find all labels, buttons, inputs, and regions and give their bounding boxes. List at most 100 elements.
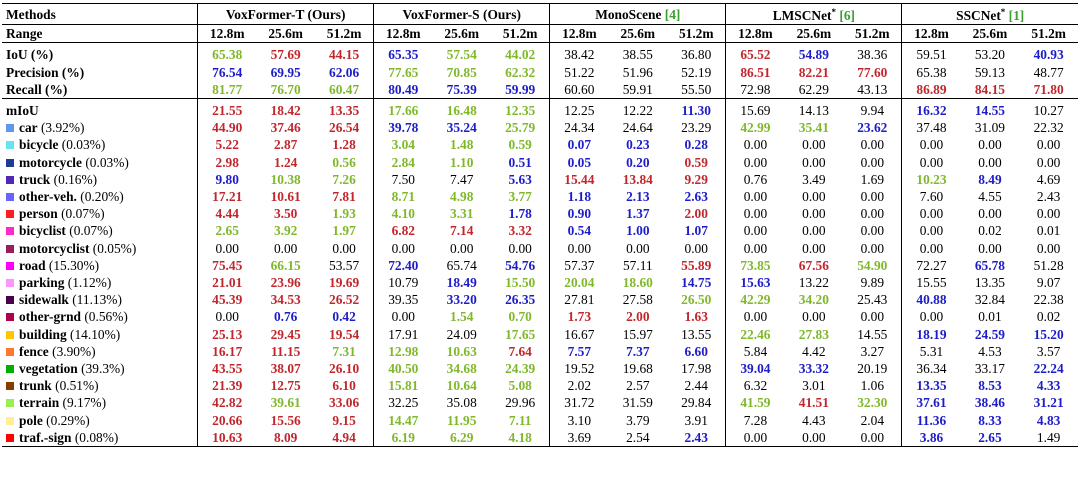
value-cell: 5.22: [197, 136, 257, 154]
class-row: other-veh. (0.20%) 17.21 10.61 7.81 8.71 4.98…: [2, 188, 1078, 206]
value-cell: 6.32: [725, 377, 785, 395]
class-label-cell: trunk (0.51%): [2, 377, 198, 394]
class-color-swatch: [6, 313, 14, 322]
value-cell: 65.74: [446, 257, 477, 273]
metric-name: Recall (%): [6, 81, 68, 97]
class-row: bicyclist (0.07%) 2.65 3.92 1.97 6.82 7.14 3.3…: [2, 222, 1078, 240]
class-label-cell: motorcycle (0.03%): [2, 154, 198, 171]
value-cell: 42.29: [725, 291, 785, 309]
class-row: traf.-sign (0.08%) 10.63 8.09 4.94 6.19 6.29 4…: [2, 428, 1078, 448]
value-cell: 51.28: [1033, 257, 1064, 273]
value-cell: 42.99: [725, 119, 785, 137]
value-cell: 15.81: [373, 377, 433, 395]
value-cell: 0.00: [901, 308, 961, 326]
value-cell: 21.01: [197, 274, 257, 292]
value-cell: 0.00: [725, 428, 785, 448]
value-cell: 15.69: [725, 98, 785, 120]
value-cell: 7.64: [508, 343, 532, 359]
class-row: sidewalk (11.13%) 45.39 34.53 26.52 39.35 33.…: [2, 291, 1078, 309]
range-header-cell: 12.8m: [373, 24, 433, 43]
value-cell: 14.75: [681, 275, 712, 291]
value-cell: 32.84: [974, 292, 1005, 308]
value-cell: 11.95: [447, 412, 477, 428]
value-cell: 1.24: [273, 154, 298, 170]
metric-body: IoU (%) 65.38 57.69 44.15 65.35 57.54 44.02 38.…: [2, 42, 1078, 99]
value-cell: 1.07: [684, 223, 708, 239]
value-cell: 18.49: [446, 275, 477, 291]
value-cell: 25.13: [197, 325, 257, 343]
value-cell: 23.62: [857, 120, 888, 136]
value-cell: 39.04: [725, 360, 785, 378]
class-label-cell: motorcyclist (0.05%): [2, 240, 198, 257]
value-cell: 3.92: [273, 223, 298, 239]
value-cell: 2.65: [197, 222, 257, 240]
value-cell: 15.20: [1033, 326, 1064, 342]
value-cell: 86.51: [725, 63, 785, 81]
class-row: pole (0.29%) 20.66 15.56 9.15 14.47 11.95 7.11…: [2, 411, 1078, 429]
value-cell: 55.89: [681, 257, 712, 273]
value-cell: 1.49: [1019, 428, 1078, 448]
class-name: vegetation: [19, 361, 78, 377]
value-cell: 2.54: [608, 428, 668, 448]
class-name: road: [19, 257, 46, 273]
citation: [4]: [664, 6, 681, 22]
value-cell: 67.56: [798, 257, 829, 273]
value-cell: 0.00: [725, 153, 785, 171]
value-cell: 4.98: [450, 189, 474, 205]
value-cell: 45.39: [197, 291, 257, 309]
value-cell: 3.69: [549, 428, 609, 448]
value-cell: 7.50: [373, 170, 433, 189]
value-cell: 2.98: [197, 153, 257, 171]
class-percentage: (0.05%): [92, 240, 137, 256]
value-cell: 34.53: [270, 292, 301, 308]
value-cell: 0.00: [802, 137, 826, 153]
value-cell: 59.51: [901, 42, 961, 64]
class-row: parking (1.12%) 21.01 23.96 19.69 10.79 18.49…: [2, 274, 1078, 292]
value-cell: 65.35: [373, 42, 433, 64]
group-header-monoscene: MonoScene [4]: [549, 2, 726, 25]
value-cell: 0.00: [508, 240, 532, 256]
value-cell: 13.35: [974, 275, 1005, 291]
value-cell: 3.31: [450, 206, 474, 222]
class-label-cell: bicyclist (0.07%): [2, 222, 198, 239]
class-label-cell: other-veh. (0.20%): [2, 188, 198, 205]
range-header-cell: 12.8m: [197, 24, 257, 43]
value-cell: 26.54: [329, 120, 360, 136]
value-cell: 1.78: [508, 206, 532, 222]
class-color-swatch: [6, 141, 14, 150]
value-cell: 0.00: [860, 137, 885, 153]
value-cell: 5.63: [508, 171, 532, 187]
class-percentage: (0.20%): [80, 189, 124, 205]
class-percentage: (0.29%): [46, 412, 90, 428]
value-cell: 15.63: [725, 274, 785, 292]
value-cell: 1.48: [450, 137, 474, 153]
class-color-swatch: [6, 382, 14, 391]
class-name: fence: [19, 343, 49, 359]
value-cell: 1.93: [332, 206, 356, 222]
value-cell: 22.32: [1033, 120, 1064, 136]
value-cell: 25.43: [857, 292, 888, 308]
value-cell: 35.41: [798, 120, 829, 136]
value-cell: 16.48: [432, 98, 492, 120]
value-cell: 3.86: [901, 428, 961, 448]
class-color-swatch: [6, 210, 14, 219]
value-cell: 77.65: [373, 63, 433, 81]
metric-row: Recall (%) 81.77 76.70 60.47 80.49 75.39 59.99…: [2, 80, 1078, 99]
value-cell: 22.24: [1033, 361, 1064, 377]
metric-name: IoU (%): [6, 47, 54, 63]
value-cell: 76.54: [197, 63, 257, 81]
value-cell: 0.00: [978, 240, 1002, 256]
class-name: other-veh.: [19, 189, 77, 205]
value-cell: 38.42: [549, 42, 609, 64]
value-cell: 13.22: [798, 275, 829, 291]
value-cell: 22.38: [1033, 292, 1064, 308]
star-mark: *: [831, 7, 837, 17]
value-cell: 72.40: [373, 256, 433, 275]
class-percentage: (0.56%): [84, 309, 128, 325]
value-cell: 0.00: [725, 188, 785, 206]
value-cell: 17.66: [373, 98, 433, 120]
class-row: terrain (9.17%) 42.82 39.61 33.06 32.25 35.08…: [2, 394, 1078, 412]
value-cell: 11.30: [667, 98, 726, 120]
value-cell: 31.59: [622, 395, 653, 411]
value-cell: 0.00: [802, 189, 826, 205]
